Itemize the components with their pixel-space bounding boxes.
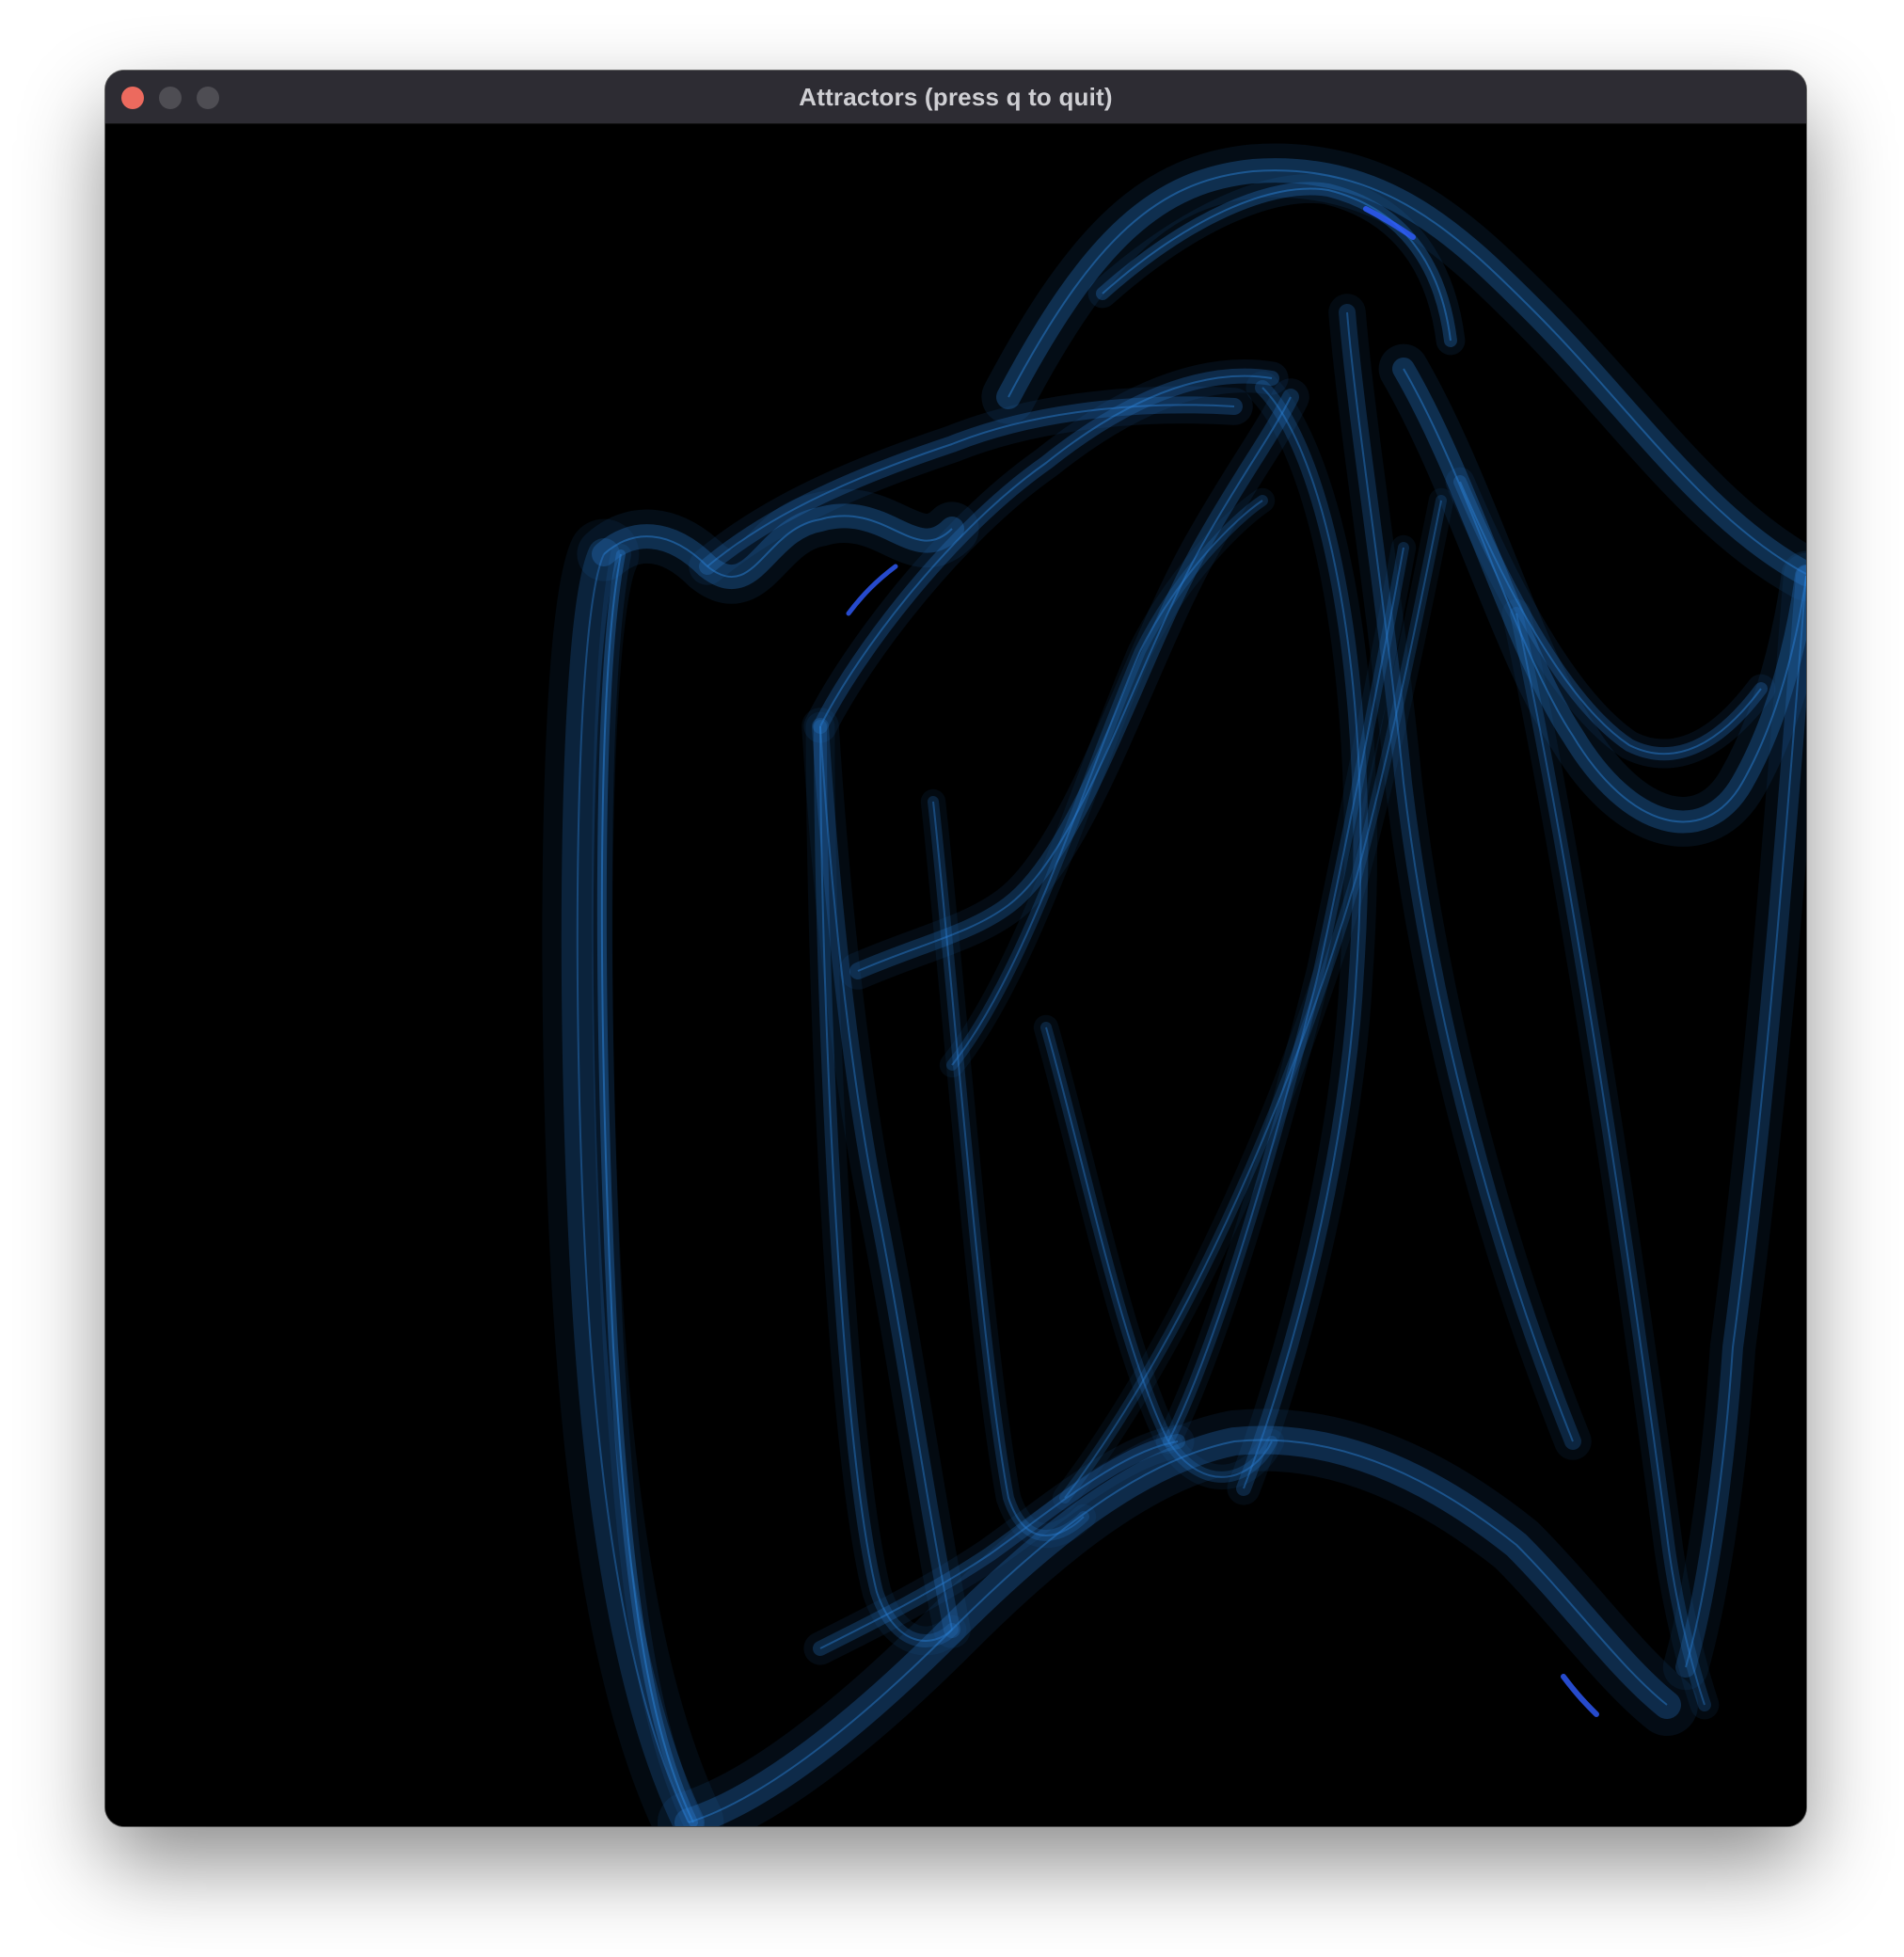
attractor-edge — [819, 1440, 1179, 1649]
attractor-highlight — [1363, 206, 1416, 240]
attractor-edge — [1008, 169, 1806, 575]
attractor-band-glow — [1227, 371, 1378, 1505]
attractor-band — [928, 796, 1089, 1541]
attractor-band-glow — [803, 1424, 1195, 1665]
attractor-band-glow — [542, 518, 724, 1826]
attractor-edge — [688, 1439, 1668, 1823]
attractor-band-glow — [801, 708, 971, 1648]
attractor-band — [1040, 1022, 1277, 1483]
attractor-band-glow — [1033, 1014, 1285, 1489]
attractor-edge — [819, 725, 953, 1631]
attractor-band — [1163, 542, 1409, 1447]
attractor-band — [561, 538, 705, 1826]
attractor-band-glow — [805, 711, 967, 1656]
attractor-band-glow — [1155, 534, 1417, 1455]
attractor-band-glow — [1445, 467, 1776, 769]
attractor-band — [1510, 607, 1711, 1711]
attractor-band — [1339, 304, 1581, 1450]
attractor-band — [814, 720, 959, 1647]
attractor-plot — [542, 143, 1806, 1826]
attractor-highlight — [846, 564, 898, 616]
attractor-edge — [1403, 368, 1806, 823]
attractor-edge — [1167, 547, 1404, 1442]
attractor-edge — [1515, 613, 1706, 1706]
attractor-edge — [1102, 187, 1452, 342]
attractor-edge — [1459, 481, 1762, 756]
attractor-band-glow — [658, 1408, 1698, 1826]
attractor-edge — [951, 500, 1263, 1066]
attractor-edge — [1045, 1026, 1273, 1478]
attractor-band-glow — [1662, 552, 1806, 1691]
zoom-button[interactable] — [197, 87, 219, 109]
attractor-edge — [576, 553, 690, 1823]
attractor-edge — [603, 515, 953, 579]
attractor-band — [813, 368, 1279, 734]
attractor-edge — [819, 725, 953, 1642]
attractor-edge — [600, 553, 694, 1823]
attractor-edge — [1346, 311, 1574, 1442]
attractor-edge — [1243, 387, 1362, 1489]
attractor-band-glow — [689, 386, 1253, 585]
attractor-band-glow — [939, 487, 1276, 1078]
attractor-edge — [706, 404, 1235, 567]
attractor-band — [812, 718, 960, 1638]
attractor-edge — [932, 801, 1085, 1536]
title-bar[interactable]: Attractors (press q to quit) — [105, 71, 1806, 124]
close-button[interactable] — [121, 87, 144, 109]
attractor-highlight — [1561, 1674, 1599, 1717]
attractor-band — [813, 1434, 1185, 1656]
attractor-band-glow — [1501, 598, 1720, 1720]
attractor-edge — [1685, 575, 1806, 1668]
attractor-band — [1675, 565, 1806, 1678]
attractor-band — [1059, 495, 1447, 1504]
attractor-band-glow — [1328, 294, 1592, 1460]
attractor-edge — [857, 396, 1292, 972]
window-title: Attractors (press q to quit) — [799, 83, 1113, 111]
minimize-button[interactable] — [159, 87, 182, 109]
attractor-band-glow — [920, 788, 1097, 1549]
attractor-band — [1453, 475, 1768, 761]
attractor-band — [946, 495, 1268, 1071]
attractor-edge — [1064, 500, 1442, 1499]
attractor-band — [849, 389, 1299, 979]
attractor-band-glow — [803, 359, 1289, 743]
attractor-band-glow — [839, 378, 1309, 990]
attractor-band — [1236, 380, 1369, 1496]
attractor-band — [674, 1425, 1681, 1826]
attractor-canvas[interactable] — [105, 124, 1806, 1826]
attractor-edge — [819, 374, 1273, 727]
attractor-band-glow — [1052, 487, 1454, 1511]
attractor-band — [699, 396, 1243, 575]
app-window: Attractors (press q to quit) — [105, 71, 1806, 1826]
